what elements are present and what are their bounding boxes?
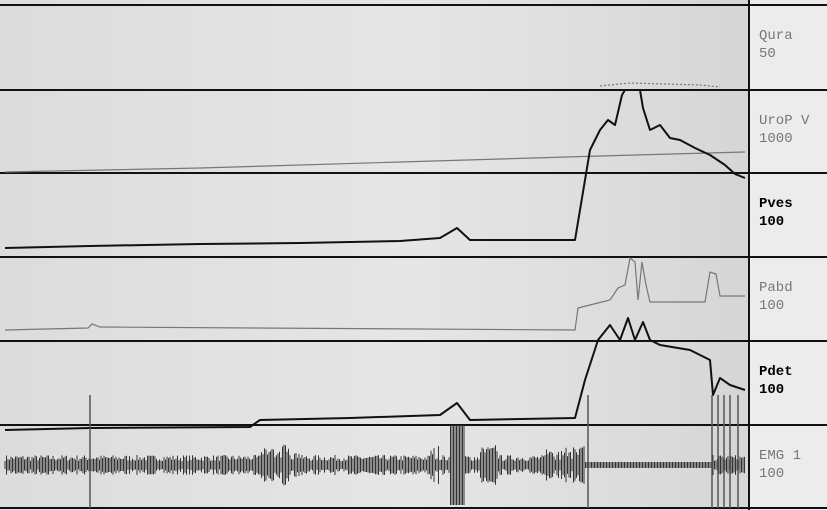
channel-label: Pabd xyxy=(759,280,793,296)
channel-label: UroP V xyxy=(759,113,810,129)
channel-label: Pves xyxy=(759,196,793,212)
urop-trace xyxy=(4,151,746,173)
channel-labels: Qura 50 UroP V 1000 Pves 100 Pabd 100 Pdet 100 EMG… xyxy=(759,28,810,482)
emg-trace xyxy=(4,395,745,508)
channel-scale: 1000 xyxy=(759,131,793,147)
emg-noise xyxy=(4,425,745,505)
channel-scale: 100 xyxy=(759,214,784,230)
channel-scale: 100 xyxy=(759,466,784,482)
channel-scale: 50 xyxy=(759,46,776,62)
channel-label: Pdet xyxy=(759,364,793,380)
qura-trace xyxy=(599,82,721,88)
channel-label: Qura xyxy=(759,28,793,44)
pabd-trace xyxy=(4,256,745,331)
channel-label: EMG 1 xyxy=(759,448,801,464)
channel-scale: 100 xyxy=(759,298,784,314)
label-panel xyxy=(749,0,827,510)
pdet-trace xyxy=(4,317,746,431)
pves-trace xyxy=(4,89,746,249)
channel-scale: 100 xyxy=(759,382,784,398)
